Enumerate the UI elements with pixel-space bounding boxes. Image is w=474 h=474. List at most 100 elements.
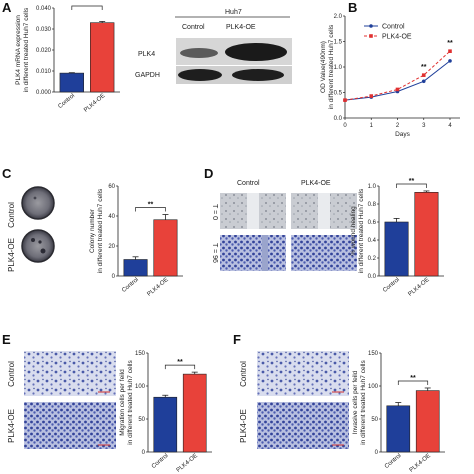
bar-Control <box>384 221 409 277</box>
legend-marker <box>369 24 373 28</box>
bar-PLK4-OE <box>415 390 440 453</box>
bar-PLK4-OE <box>153 219 178 277</box>
x-tick-label: Control <box>151 453 170 470</box>
significance-bracket <box>71 5 103 10</box>
y-tick-label: 150 <box>135 351 146 357</box>
blot-band-gapdh-control <box>178 69 222 81</box>
x-tick-label: Control <box>384 453 403 470</box>
y-tick-label: 1.5 <box>334 40 343 46</box>
x-tick-label: PLK4-OE <box>146 277 169 298</box>
chart-C: 0 20 40 60 Colony number in different treated… <box>89 184 183 298</box>
panel-label-C: C <box>2 166 12 181</box>
y-axis-label: in different treated Huh7 cells <box>97 188 104 273</box>
chart-D: 0.0 0.2 0.4 0.6 0.8 1.0 % wound healing in diff… <box>350 178 444 298</box>
point-PLK4-OE <box>369 94 374 98</box>
bar-Control <box>59 72 84 93</box>
point-Control <box>448 59 452 63</box>
significance-label: ** <box>410 375 416 382</box>
invasion-image-oe <box>257 402 349 449</box>
x-tick-label: 4 <box>448 123 452 129</box>
bar-PLK4-OE <box>414 192 439 277</box>
wound-gap <box>262 235 268 271</box>
x-tick-label: PLK4-OE <box>409 453 432 474</box>
blot-row-gapdh: GAPDH <box>135 72 160 79</box>
migration-images: Control PLK4-OE <box>7 351 116 449</box>
y-axis-label: Migration cells per feild <box>119 369 126 436</box>
significance-bracket <box>396 183 427 188</box>
point-PLK4-OE <box>343 98 347 102</box>
x-tick-label: 3 <box>422 123 426 129</box>
blot-row-plk4: PLK4 <box>138 51 155 58</box>
y-tick-label: 0.5 <box>334 91 343 97</box>
colony-spot <box>31 238 35 242</box>
bar-Control <box>153 396 178 453</box>
panel-label-F: F <box>233 332 241 347</box>
significance-bracket <box>164 364 196 370</box>
y-tick-label: 60 <box>108 184 115 190</box>
x-tick-label: Control <box>57 93 76 110</box>
invasion-label-oe: PLK4-OE <box>239 409 248 443</box>
blot-lane-control: Control <box>182 24 205 31</box>
western-blot: Huh7 Control PLK4-OE PLK4 GAPDH <box>135 9 292 84</box>
significance-bracket <box>397 380 429 385</box>
migration-label-oe: PLK4-OE <box>7 409 16 443</box>
wound-col-control: Control <box>237 180 260 187</box>
colony-images: Control PLK4-OE <box>7 186 55 272</box>
wound-row-t96: T = 96 <box>211 243 218 263</box>
legend-marker <box>369 34 373 38</box>
colony-spot <box>33 196 37 200</box>
y-tick-label: 0.040 <box>36 6 52 12</box>
x-tick-label: PLK4-OE <box>83 93 106 114</box>
significance-bracket <box>135 207 166 212</box>
y-tick-label: 0.4 <box>368 238 377 244</box>
point-Control <box>421 79 426 84</box>
chart-B: 0.0 0.5 1.0 1.5 2.0 0 1 2 3 4 Days OD Value(490nm) i… <box>320 14 460 138</box>
x-tick-label: 1 <box>370 123 374 129</box>
y-tick-label: 1.0 <box>334 65 343 71</box>
chart-A: 0.000 0.010 0.020 0.030 0.040 PLK4 mRNA expre… <box>15 5 120 114</box>
colony-spot <box>40 248 46 254</box>
x-axis-label: Days <box>395 131 411 138</box>
significance-label: ** <box>148 202 154 209</box>
y-axis-label: Invasive cells per feild <box>352 370 359 434</box>
wound-gap <box>247 193 259 229</box>
series-line-PLK4-OE <box>344 50 451 101</box>
y-tick-label: 0 <box>112 274 116 280</box>
x-tick-label: 2 <box>396 123 400 129</box>
point-PLK4-OE <box>421 73 426 77</box>
y-tick-label: 40 <box>108 214 115 220</box>
y-axis-label: OD Value(490nm) <box>320 41 327 93</box>
y-tick-label: 150 <box>368 351 379 357</box>
migration-image-oe <box>24 402 116 449</box>
significance-label: ** <box>421 64 427 71</box>
blot-cell-line: Huh7 <box>225 9 242 16</box>
wound-col-oe: PLK4-OE <box>301 180 331 187</box>
panel-label-A: A <box>2 0 12 15</box>
y-tick-label: 20 <box>108 244 115 250</box>
y-tick-label: 0 <box>375 450 379 456</box>
y-tick-label: 0.0 <box>334 116 343 122</box>
wound-oe-t96 <box>291 235 357 271</box>
blot-band-plk4-oe <box>225 43 287 61</box>
blot-band-gapdh-oe <box>232 69 284 81</box>
y-tick-label: 0 <box>142 450 146 456</box>
colony-dish-oe <box>21 229 55 263</box>
y-tick-label: 2.0 <box>334 14 343 20</box>
significance-label: ** <box>177 359 183 366</box>
invasion-label-control: Control <box>239 361 248 387</box>
significance-label: ** <box>447 40 453 47</box>
wound-row-t0: T = 0 <box>211 204 218 220</box>
y-tick-label: 0.8 <box>368 202 377 208</box>
x-tick-label: PLK4-OE <box>407 277 430 298</box>
y-tick-label: 0.6 <box>368 220 377 226</box>
y-tick-label: 1.0 <box>368 184 377 190</box>
wound-control-t96 <box>220 235 286 271</box>
y-tick-label: 0.000 <box>36 90 52 96</box>
migration-label-control: Control <box>7 361 16 387</box>
invasion-image-control <box>257 351 349 396</box>
y-tick-label: 0.030 <box>36 27 52 33</box>
y-tick-label: 100 <box>368 384 379 390</box>
